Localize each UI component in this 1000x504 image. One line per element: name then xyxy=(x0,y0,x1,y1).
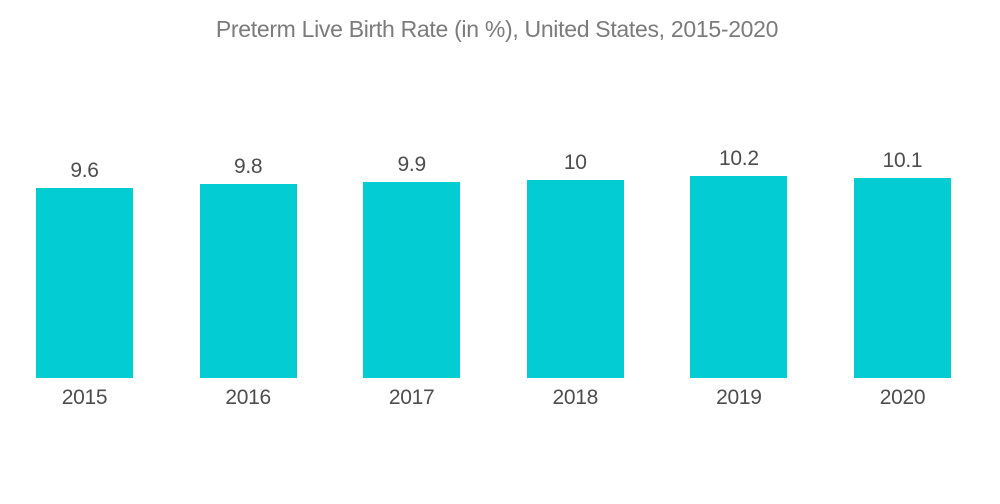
bar-column: 9.9 2017 xyxy=(363,152,461,409)
plot-area: 9.6 2015 9.8 2016 9.9 2017 10 2018 10.2 … xyxy=(36,0,951,409)
bar-column: 9.8 2016 xyxy=(199,154,297,409)
bar xyxy=(526,180,624,378)
bar-value-label: 9.6 xyxy=(70,158,99,182)
bar-year-label: 2020 xyxy=(879,386,926,409)
bar xyxy=(36,188,133,378)
chart-title: Preterm Live Birth Rate (in %), United S… xyxy=(215,16,779,42)
bar-column: 10.2 2019 xyxy=(690,146,788,409)
bar-value-label: 10 xyxy=(563,150,587,174)
bar xyxy=(199,184,297,378)
bar-column: 10 2018 xyxy=(526,150,624,409)
bar-year-label: 2019 xyxy=(716,386,762,409)
bar-value-label: 9.8 xyxy=(233,154,263,178)
bar-year-label: 2015 xyxy=(61,386,108,409)
bar-year-label: 2017 xyxy=(388,386,435,409)
bar-year-label: 2018 xyxy=(552,386,599,409)
bar-value-label: 9.9 xyxy=(397,152,427,176)
bar-value-label: 10.1 xyxy=(882,148,923,172)
bar xyxy=(690,176,788,378)
bar xyxy=(853,178,951,378)
bar-column: 10.1 2020 xyxy=(853,148,951,409)
bar-year-label: 2016 xyxy=(225,386,271,409)
bar xyxy=(363,182,461,378)
bar-column: 9.6 2015 xyxy=(36,158,133,409)
bar-value-label: 10.2 xyxy=(719,146,759,170)
